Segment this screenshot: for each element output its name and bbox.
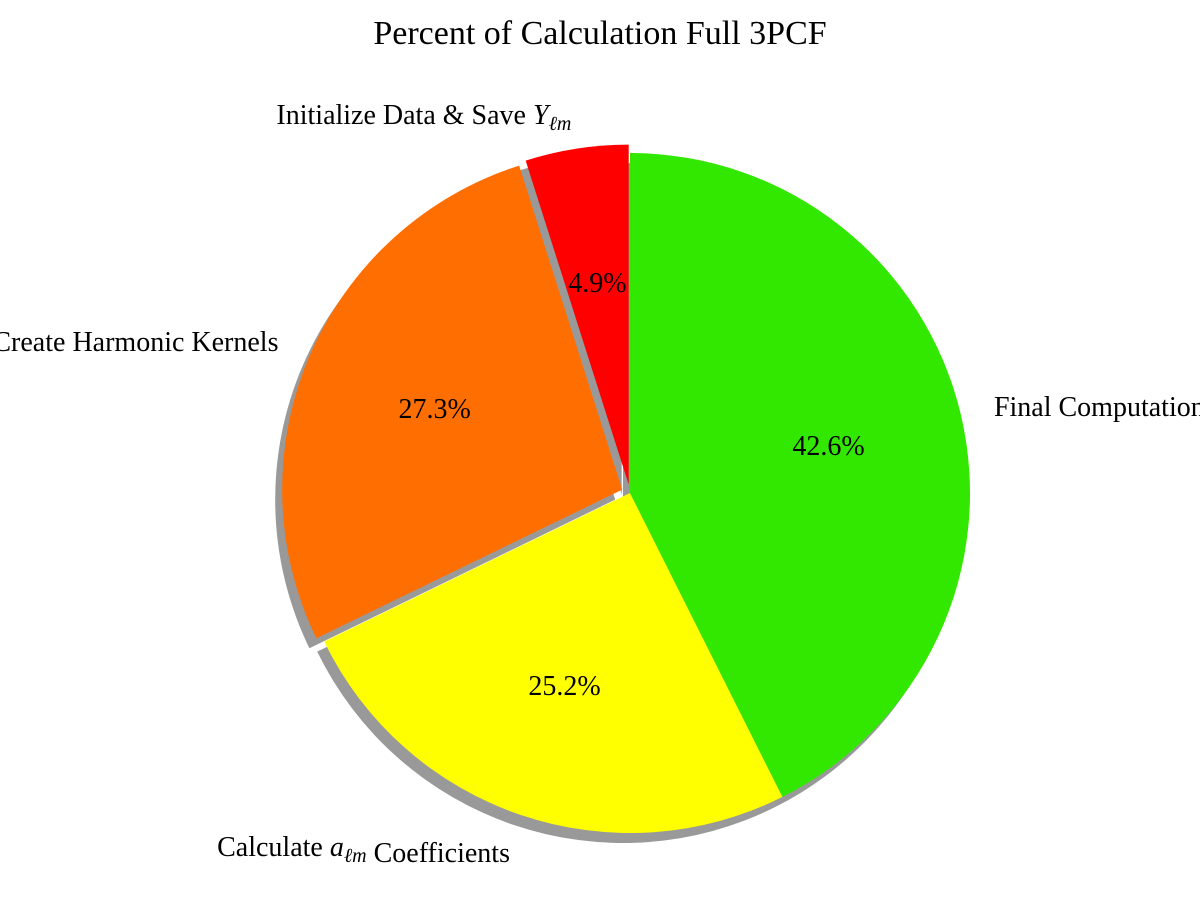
percent-labels: 4.9% 27.3% 25.2% 42.6% — [399, 268, 865, 702]
slice-label-create-harmonic-kernels: Create Harmonic Kernels — [0, 327, 278, 358]
pie-slice-initialize-data-save-y-m — [525, 144, 629, 485]
percent-label-final-computation: 42.6% — [792, 431, 864, 462]
slice-label-calculate-a-m-coefficients: Calculate aℓm Coefficients — [217, 832, 510, 869]
percent-label-initialize-data-save-y-m: 4.9% — [568, 268, 626, 299]
slice-labels: Initialize Data & Save Yℓm Create Harmoni… — [0, 100, 1200, 869]
percent-label-calculate-a-m-coefficients: 25.2% — [528, 671, 600, 702]
percent-label-create-harmonic-kernels: 27.3% — [399, 394, 471, 425]
pie-slice-final-computation — [630, 152, 971, 797]
pie-slice-create-harmonic-kernels — [282, 165, 623, 639]
pie-slices — [282, 144, 971, 834]
chart-title: Percent of Calculation Full 3PCF — [373, 15, 826, 52]
slice-label-initialize-data-save-y-m: Initialize Data & Save Yℓm — [276, 100, 571, 135]
slice-label-final-computation: Final Computation — [994, 392, 1200, 423]
pie-slice-calculate-a-m-coefficients — [324, 493, 783, 834]
